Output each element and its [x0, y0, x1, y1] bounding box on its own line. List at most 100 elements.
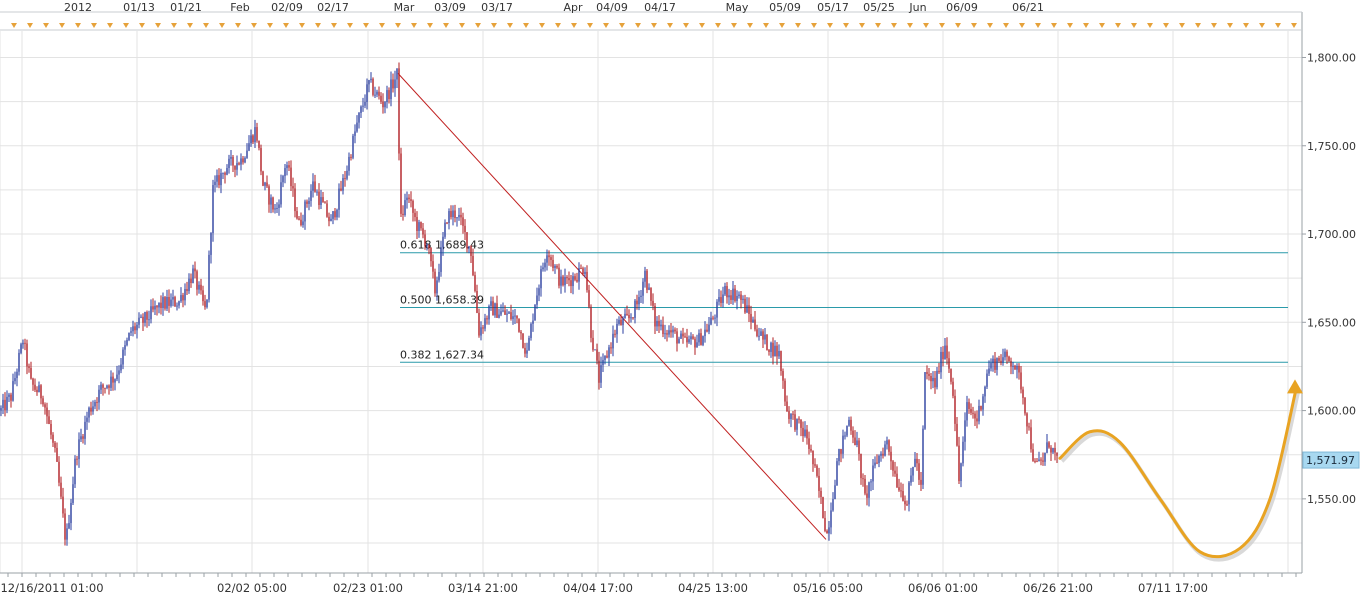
candle-body [238, 163, 240, 165]
candle-body [1008, 356, 1010, 362]
candle-body [612, 333, 614, 349]
candle-body [1042, 460, 1044, 462]
candle-body [450, 211, 452, 218]
y-tick-label: 1,600.00 [1307, 405, 1356, 418]
date-marker-icon [1291, 23, 1297, 28]
candle-body [126, 339, 128, 346]
candle-body [218, 175, 220, 186]
candle-body [720, 297, 722, 303]
candle-body [542, 267, 544, 270]
candle-body [638, 297, 640, 305]
candle-body [666, 333, 668, 335]
candle-body [656, 320, 658, 327]
date-marker-icon [1275, 23, 1281, 28]
candle-body [334, 211, 336, 218]
y-tick-label: 1,650.00 [1307, 316, 1356, 329]
top-date-label: 02/17 [317, 1, 349, 14]
candle-body [530, 323, 532, 338]
candle-body [978, 405, 980, 422]
candle-body [434, 271, 436, 294]
candle-body [274, 208, 276, 210]
candle-body [482, 327, 484, 329]
candle-body [786, 401, 788, 412]
top-date-label: 04/17 [644, 1, 676, 14]
date-marker-icon [1227, 23, 1233, 28]
candle-body [70, 502, 72, 524]
candle-body [726, 286, 728, 298]
candle-body [626, 313, 628, 316]
candle-body [846, 425, 848, 436]
candle-body [14, 378, 16, 382]
candle-body [16, 371, 18, 379]
date-marker-icon [587, 23, 593, 28]
date-marker-icon [1259, 23, 1265, 28]
candle-body [586, 271, 588, 291]
candle-body [728, 295, 730, 298]
candle-body [536, 295, 538, 305]
date-marker-icon [411, 23, 417, 28]
candle-body [480, 327, 482, 336]
candle-body [50, 423, 52, 435]
date-marker-icon [155, 23, 161, 28]
candle-body [914, 458, 916, 467]
y-tick-label: 1,750.00 [1307, 140, 1356, 153]
candle-body [404, 200, 406, 215]
candle-body [466, 232, 468, 249]
candle-body [444, 222, 446, 237]
candle-body [662, 324, 664, 335]
date-marker-icon [715, 23, 721, 28]
candle-body [472, 255, 474, 276]
date-marker-icon [491, 23, 497, 28]
candle-body [488, 305, 490, 320]
candle-body [632, 317, 634, 319]
plot-frame [0, 11, 1303, 574]
candle-body [848, 419, 850, 426]
candle-body [566, 277, 568, 279]
candle-body [220, 173, 222, 186]
x-tick-label: 04/04 17:00 [563, 581, 633, 595]
candle-body [776, 345, 778, 357]
candle-body [594, 349, 596, 351]
date-marker-icon [699, 23, 705, 28]
candle-body [574, 276, 576, 280]
date-marker-icon [395, 23, 401, 28]
candle-body [322, 197, 324, 203]
top-date-label: 06/09 [946, 1, 978, 14]
candle-body [680, 333, 682, 339]
candle-body [188, 278, 190, 292]
projection-group [1058, 379, 1303, 562]
candle-body [556, 265, 558, 268]
candle-body [858, 440, 860, 454]
candle-body [82, 436, 84, 439]
date-marker-icon [219, 23, 225, 28]
candle-body [122, 349, 124, 365]
candle-body [648, 287, 650, 290]
date-marker-icon [795, 23, 801, 28]
candle-body [54, 442, 56, 448]
candle-body [864, 478, 866, 494]
date-marker-icon [907, 23, 913, 28]
candle-body [232, 156, 234, 166]
candle-body [170, 299, 172, 306]
candle-body [464, 225, 466, 233]
candle-body [930, 375, 932, 382]
candle-body [590, 306, 592, 338]
candle-body [992, 358, 994, 364]
candle-body [178, 301, 180, 306]
candle-body [60, 482, 62, 497]
candle-body [402, 213, 404, 215]
candle-body [886, 440, 888, 445]
candle-body [138, 317, 140, 325]
candle-body [840, 449, 842, 454]
candle-body [816, 465, 818, 476]
date-marker-icon [827, 23, 833, 28]
candle-body [868, 482, 870, 498]
date-marker-icon [603, 23, 609, 28]
candle-body [216, 175, 218, 182]
candle-body [362, 105, 364, 107]
candle-body [772, 342, 774, 357]
date-marker-icon [427, 23, 433, 28]
date-marker-icon [379, 23, 385, 28]
candle-body [942, 351, 944, 360]
candle-body [1052, 448, 1054, 453]
